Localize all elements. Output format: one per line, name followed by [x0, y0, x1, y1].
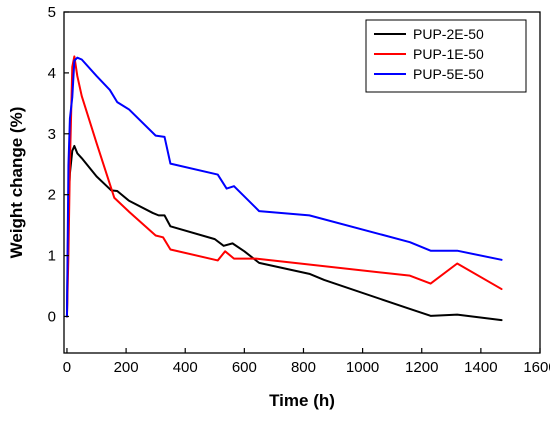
y-axis-title: Weight change (%)	[7, 107, 26, 259]
series-line-pup-2e-50	[65, 144, 503, 322]
x-tick-label: 1400	[464, 359, 497, 376]
legend-label: PUP-1E-50	[413, 46, 484, 62]
x-tick-label: 400	[173, 359, 198, 376]
plot-frame	[63, 11, 541, 354]
legend-box	[365, 19, 527, 93]
y-tick-label: 3	[48, 126, 56, 143]
x-tick-label: 200	[114, 359, 139, 376]
series-layer	[65, 55, 503, 322]
series-line-pup-1e-50	[65, 55, 503, 318]
y-tick-label: 5	[48, 4, 56, 21]
legend: PUP-2E-50 PUP-1E-50 PUP-5E-50	[365, 19, 527, 93]
series-line-pup-5e-50	[65, 56, 503, 318]
x-axis-title: Time (h)	[269, 391, 335, 410]
x-tick-label: 0	[63, 359, 71, 376]
legend-label: PUP-5E-50	[413, 66, 484, 82]
y-tick-label: 0	[48, 308, 56, 325]
legend-label: PUP-2E-50	[413, 26, 484, 42]
x-tick-label: 1000	[346, 359, 379, 376]
x-tick-label: 600	[232, 359, 257, 376]
y-tick-label: 4	[48, 65, 56, 82]
x-tick-label: 1200	[405, 359, 438, 376]
y-tick-label: 1	[48, 248, 56, 265]
y-tick-label: 2	[48, 187, 56, 204]
x-tick-label: 800	[291, 359, 316, 376]
